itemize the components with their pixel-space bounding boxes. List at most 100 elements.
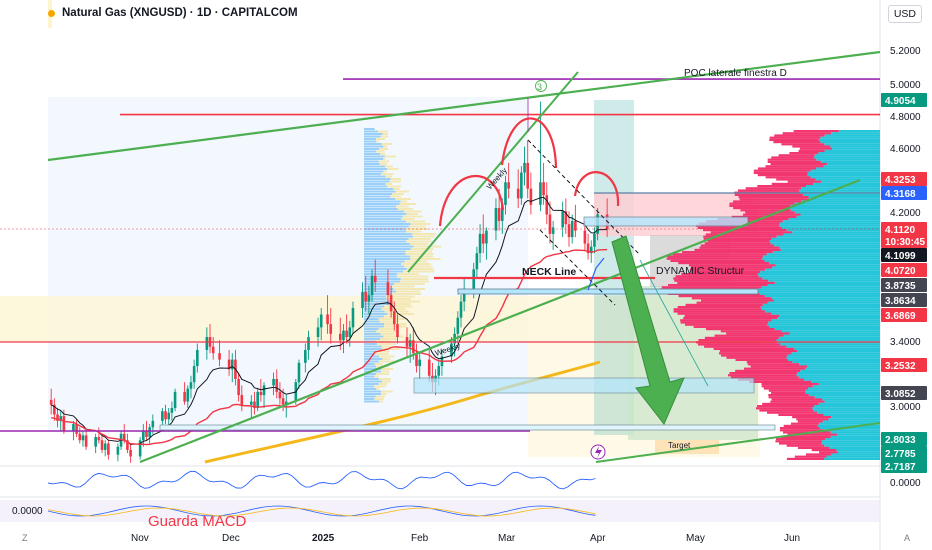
volume-profile-bar	[390, 285, 415, 288]
volume-profile-bar	[376, 150, 385, 153]
right-profile-bar	[775, 440, 823, 443]
right-profile-bar	[757, 185, 807, 188]
currency-button[interactable]: USD	[887, 5, 922, 23]
candle-body	[281, 398, 285, 405]
volume-profile-bar	[378, 328, 396, 330]
right-profile-bar	[718, 352, 792, 355]
right-profile-bar	[727, 374, 797, 377]
right-profile-bar	[805, 367, 880, 370]
volume-profile-bar	[389, 180, 401, 183]
right-profile-bar	[826, 455, 880, 458]
right-profile-bar	[794, 211, 880, 214]
corner-right-label[interactable]: A	[904, 533, 910, 543]
ema-fast-line	[50, 196, 608, 446]
volume-profile-bar	[391, 293, 422, 295]
right-profile-bar	[704, 345, 787, 348]
right-profile-bar	[799, 363, 880, 366]
right-profile-bar	[773, 141, 821, 144]
candle-body	[415, 353, 418, 367]
candle-body	[342, 330, 345, 341]
volume-profile-bar	[364, 198, 396, 200]
right-profile-bar	[824, 149, 880, 152]
right-profile-bar	[807, 171, 880, 174]
right-profile-bar	[753, 171, 808, 174]
volume-profile-bar	[408, 238, 431, 240]
wave-label: 3	[537, 82, 542, 92]
candle-body	[78, 433, 82, 441]
right-profile-bar	[758, 275, 880, 278]
right-profile-bar	[789, 207, 880, 210]
right-profile-bar	[774, 134, 825, 137]
volume-profile-bar	[380, 338, 398, 340]
volume-profile-bar	[364, 375, 375, 378]
volume-profile-bar	[364, 310, 385, 313]
right-profile-bar	[678, 262, 770, 265]
candle-body	[250, 401, 253, 405]
volume-profile-bar	[364, 278, 401, 280]
order-block	[457, 288, 759, 295]
price-tag	[881, 172, 927, 186]
right-profile-bar	[764, 295, 880, 298]
right-profile-bar	[696, 301, 768, 304]
candle-body	[81, 435, 85, 441]
right-profile-bar	[771, 297, 880, 300]
right-profile-bar	[677, 281, 775, 284]
right-profile-bar	[811, 380, 880, 383]
volume-profile-bar	[400, 278, 428, 280]
right-profile-bar	[734, 193, 804, 196]
volume-profile-bar	[364, 275, 397, 278]
time-tick: Jun	[784, 533, 800, 544]
candle-body	[173, 391, 177, 408]
volume-profile-bar	[364, 183, 386, 185]
volume-profile-bar	[364, 225, 410, 228]
right-profile-bar	[779, 429, 825, 432]
right-profile-bar	[837, 433, 880, 436]
right-profile-bar	[672, 253, 767, 256]
volume-profile-bar	[402, 215, 423, 218]
macd-signal-line	[47, 507, 596, 517]
right-profile-bar	[680, 321, 769, 324]
candle-body	[148, 427, 151, 438]
right-profile-bar	[710, 231, 793, 234]
right-profile-bar	[670, 259, 765, 262]
right-profile-bar	[767, 411, 818, 414]
price-axis[interactable]: 5.2000 5.0000 4.8000 4.6000 4.2000 3.400…	[12, 46, 921, 517]
volume-profile-bar	[364, 170, 384, 173]
price-tag-label: 10:30:45	[885, 237, 925, 248]
volume-profile-bar	[364, 378, 379, 380]
candle-body	[348, 327, 352, 338]
right-profile-bar	[680, 319, 772, 322]
right-profile-bar	[786, 345, 880, 348]
right-profile-bar	[803, 193, 880, 196]
volume-profile-bar	[413, 235, 435, 238]
right-profile-bar	[694, 248, 781, 251]
price-tag	[881, 248, 927, 262]
right-profile-bar	[786, 356, 880, 359]
corner-left-label[interactable]: Z	[22, 533, 28, 543]
volume-profile-bar	[382, 133, 388, 135]
macd-line	[47, 505, 596, 517]
right-profile-bar	[691, 297, 772, 300]
dashed-trend-line	[527, 139, 641, 256]
right-profile-bar	[667, 255, 763, 258]
right-profile-bar	[771, 182, 814, 185]
volume-profile-bar	[364, 148, 380, 150]
right-profile-bar	[772, 266, 880, 269]
volume-profile-bar	[385, 183, 393, 185]
right-profile-bar	[764, 259, 880, 262]
chart-header[interactable]: Natural Gas (XNGUSD) · 1D · CAPITALCOM	[48, 7, 298, 19]
time-axis[interactable]: Nov Dec 2025 Feb Mar Apr May Jun Z A	[22, 533, 910, 544]
volume-profile-bar	[386, 295, 415, 298]
volume-profile-bar	[364, 175, 386, 178]
right-profile-bar	[792, 231, 880, 234]
right-profile-bar	[704, 336, 779, 339]
right-profile-bar	[768, 279, 880, 282]
candle-body	[237, 378, 240, 396]
candle-body	[548, 214, 552, 234]
candle-body	[316, 327, 320, 338]
right-profile-bar	[774, 244, 880, 247]
volume-profile-bar	[364, 195, 391, 198]
right-profile-bar	[799, 147, 833, 150]
right-profile-bar	[761, 385, 813, 388]
